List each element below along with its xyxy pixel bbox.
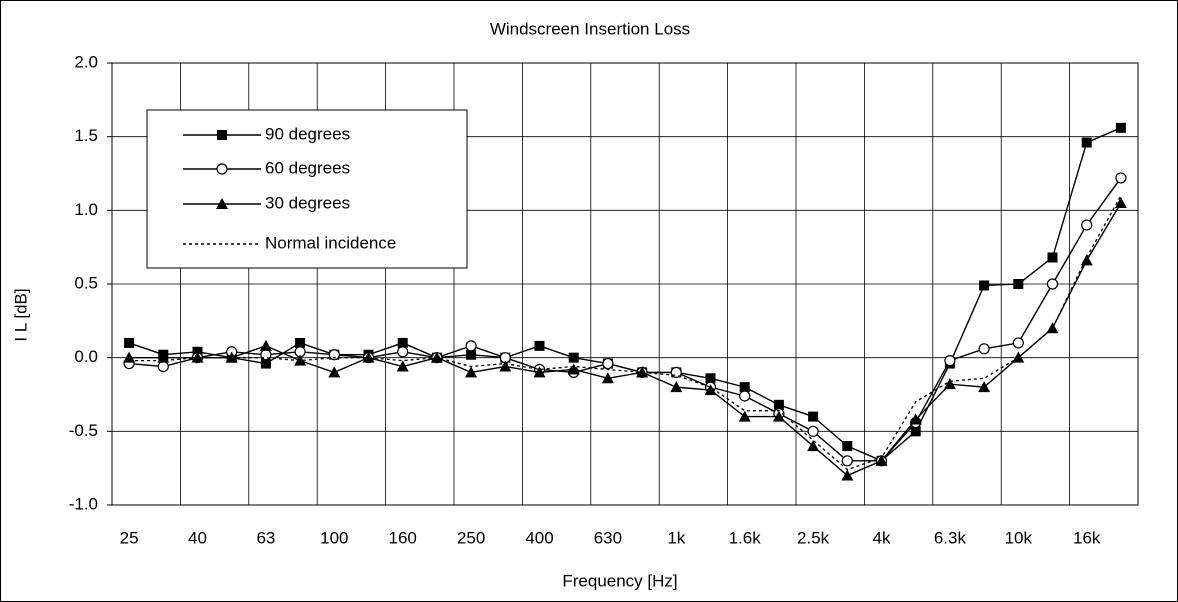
marker-triangle <box>704 384 717 396</box>
marker-square <box>808 411 819 422</box>
marker-circle <box>465 340 477 352</box>
y-tick-label: -1.0 <box>69 494 98 513</box>
marker-triangle <box>841 469 854 481</box>
marker-circle <box>157 360 169 373</box>
y-tick-label: 1.5 <box>74 126 98 145</box>
marker-triangle <box>465 366 478 378</box>
x-tick-label: 1k <box>667 528 685 547</box>
x-tick-label: 6.3k <box>934 528 967 547</box>
legend-label: 30 degrees <box>265 193 350 212</box>
marker-circle <box>216 163 228 175</box>
marker-square <box>1081 137 1092 148</box>
marker-circle <box>841 455 853 467</box>
marker-square <box>1013 279 1024 289</box>
x-tick-label: 400 <box>525 528 553 547</box>
marker-square <box>1115 122 1126 133</box>
x-tick-label: 160 <box>389 528 417 547</box>
marker-square <box>217 130 227 140</box>
series-line <box>129 177 1122 462</box>
legend-label: Normal incidence <box>265 233 396 252</box>
marker-square <box>705 373 716 384</box>
y-tick-label: 1.0 <box>74 200 98 219</box>
marker-triangle <box>978 381 991 393</box>
marker-square <box>842 441 853 452</box>
marker-triangle <box>875 454 888 466</box>
marker-circle <box>1046 278 1059 290</box>
marker-circle <box>1081 219 1093 231</box>
marker-square <box>295 337 306 348</box>
marker-triangle <box>1080 254 1093 266</box>
chart-title: Windscreen Insertion Loss <box>490 19 690 38</box>
marker-square <box>739 382 750 393</box>
y-tick-label: 2.0 <box>74 52 98 71</box>
marker-triangle <box>670 381 683 393</box>
marker-triangle <box>259 339 272 351</box>
marker-square <box>910 426 921 437</box>
marker-triangle <box>909 413 922 425</box>
marker-triangle <box>943 378 956 390</box>
marker-circle <box>397 346 409 358</box>
y-tick-label: 0.0 <box>74 347 98 366</box>
marker-square <box>979 280 990 291</box>
marker-square <box>124 337 135 348</box>
x-tick-label: 25 <box>120 528 139 547</box>
marker-triangle <box>362 351 375 363</box>
marker-triangle <box>601 372 614 384</box>
x-tick-label: 250 <box>457 528 485 547</box>
x-tick-label: 63 <box>256 528 275 547</box>
marker-triangle <box>533 366 546 378</box>
x-tick-label: 4k <box>873 528 891 547</box>
series-line <box>129 195 1122 471</box>
marker-circle <box>807 425 819 437</box>
marker-square <box>260 358 271 369</box>
x-tick-label: 2.5k <box>797 528 830 547</box>
x-tick-label: 1.6k <box>729 528 762 547</box>
marker-triangle <box>123 351 136 363</box>
marker-triangle <box>1114 196 1127 208</box>
y-tick-label: 0.5 <box>74 273 98 292</box>
marker-circle <box>1115 172 1127 184</box>
marker-circle <box>978 343 990 355</box>
marker-triangle <box>294 354 307 366</box>
marker-circle <box>602 357 614 370</box>
marker-triangle <box>636 366 649 378</box>
marker-square <box>568 352 579 363</box>
marker-square <box>534 340 545 351</box>
x-tick-label: 16k <box>1073 528 1101 547</box>
marker-circle <box>739 390 751 402</box>
x-tick-label: 100 <box>320 528 348 547</box>
marker-square <box>466 349 477 360</box>
y-tick-label: -0.5 <box>69 421 98 440</box>
marker-square <box>1047 252 1058 263</box>
legend-box <box>146 109 468 269</box>
marker-triangle <box>499 360 512 372</box>
marker-triangle <box>567 363 580 375</box>
marker-triangle <box>772 410 785 422</box>
marker-circle <box>1012 337 1024 349</box>
marker-triangle <box>216 198 228 209</box>
marker-triangle <box>807 440 820 452</box>
marker-triangle <box>328 366 341 378</box>
x-tick-label: 10k <box>1005 528 1033 547</box>
y-axis-label: I L [dB] <box>11 288 30 341</box>
legend-label: 60 degrees <box>265 158 350 177</box>
x-tick-label: 630 <box>594 528 622 547</box>
marker-square <box>397 337 408 348</box>
marker-circle <box>328 349 340 361</box>
marker-triangle <box>396 360 409 372</box>
marker-circle <box>944 355 956 367</box>
x-tick-label: 40 <box>188 528 207 547</box>
series-line <box>129 202 1122 477</box>
legend-label: 90 degrees <box>265 124 350 143</box>
marker-square <box>773 399 784 410</box>
marker-triangle <box>738 410 751 422</box>
x-axis-label: Frequency [Hz] <box>562 571 677 590</box>
